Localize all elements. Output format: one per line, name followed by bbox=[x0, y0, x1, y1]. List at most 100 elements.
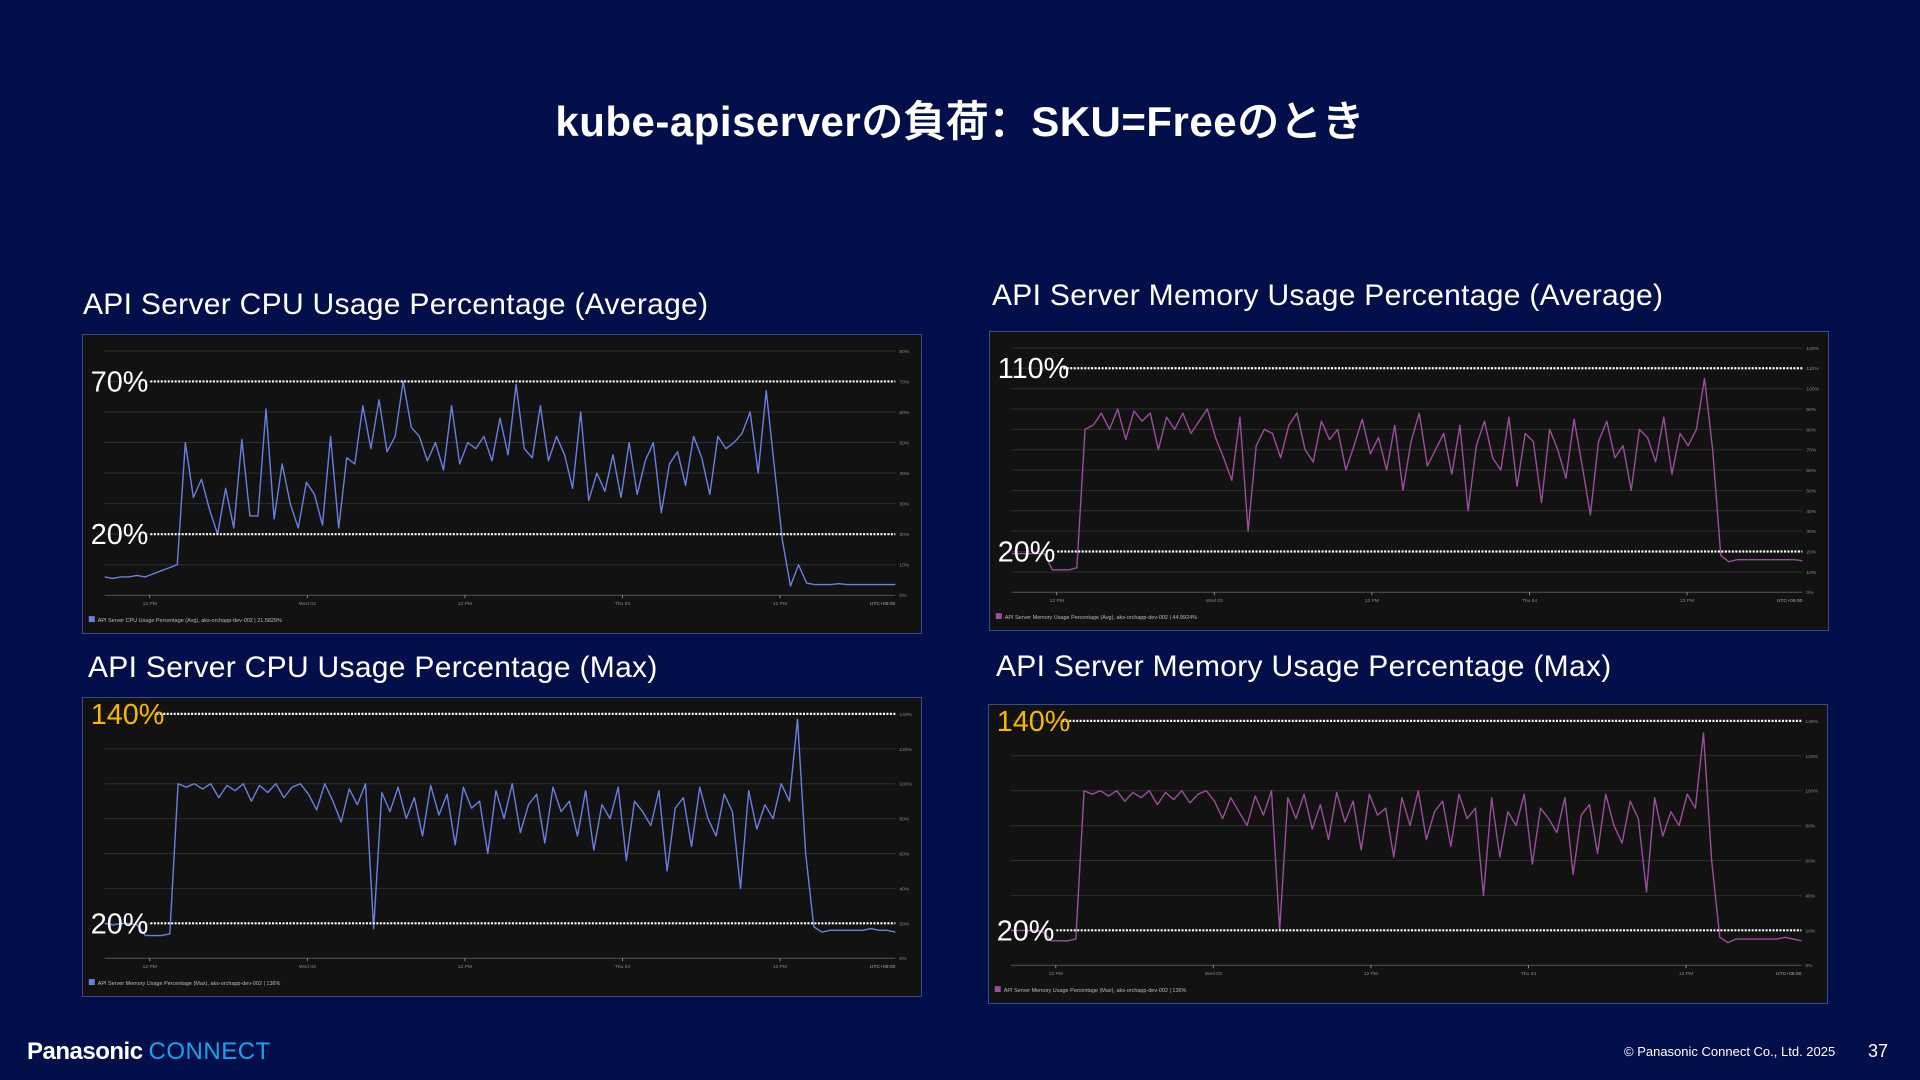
y-tick-label: 70% bbox=[1806, 448, 1817, 454]
y-tick-label: 20% bbox=[899, 921, 910, 927]
legend-label: API Server Memory Usage Percentage (Max)… bbox=[1004, 988, 1187, 994]
y-tick-label: 40% bbox=[1805, 893, 1816, 899]
y-tick-label: 100% bbox=[899, 782, 912, 788]
y-tick-label: 10% bbox=[1806, 570, 1817, 576]
y-tick-label: 80% bbox=[1806, 427, 1817, 433]
y-tick-label: 0% bbox=[1805, 963, 1813, 969]
y-tick-label: 0% bbox=[899, 956, 907, 962]
x-tick-label: Wed 03 bbox=[299, 964, 316, 970]
x-tick-label: 12 PM bbox=[1365, 598, 1379, 604]
y-tick-label: 20% bbox=[1806, 550, 1817, 556]
timezone-label: UTC+09:00 bbox=[1776, 971, 1802, 977]
y-tick-label: 60% bbox=[1805, 859, 1816, 865]
y-tick-label: 40% bbox=[1806, 509, 1817, 515]
threshold-label: 20% bbox=[997, 915, 1055, 947]
y-tick-label: 20% bbox=[1805, 928, 1816, 934]
y-tick-label: 140% bbox=[899, 712, 912, 718]
y-tick-label: 140% bbox=[1805, 719, 1818, 725]
x-tick-label: 12 PM bbox=[143, 601, 157, 607]
chart-mem-avg: 0% 10% 20% 30% 40% 50% 60% 70% 80% 90% 100% 110% 120… bbox=[989, 331, 1829, 631]
legend-label: API Server CPU Usage Percentage (Avg), a… bbox=[98, 618, 282, 624]
threshold-label: 20% bbox=[998, 536, 1056, 568]
y-tick-label: 80% bbox=[899, 817, 910, 823]
x-tick-label: Thu 04 bbox=[1521, 971, 1537, 977]
logo-brand: Panasonic bbox=[27, 1038, 143, 1065]
y-tick-label: 30% bbox=[1806, 529, 1817, 535]
chart-cpu-avg: 0% 10% 20% 30% 40% 50% 60% 70% 80% 12 PM Wed 03 12 … bbox=[82, 334, 922, 634]
legend-label: API Server Memory Usage Percentage (Max)… bbox=[98, 981, 281, 987]
y-tick-label: 120% bbox=[899, 747, 912, 753]
chart-cpu-max-svg: 0% 20% 40% 60% 80% 100% 120% 140% 12 PM Wed 03 12 … bbox=[88, 699, 913, 987]
x-tick-label: 12 PM bbox=[1364, 971, 1378, 977]
threshold-label: 140% bbox=[91, 699, 165, 731]
y-tick-label: 60% bbox=[899, 410, 910, 416]
x-tick-label: 12 PM bbox=[1049, 971, 1063, 977]
legend-swatch bbox=[88, 979, 95, 986]
threshold-label: 70% bbox=[91, 366, 149, 398]
x-tick-label: 12 PM bbox=[773, 601, 787, 607]
y-tick-label: 80% bbox=[1805, 824, 1816, 830]
y-tick-label: 120% bbox=[1806, 346, 1819, 352]
chart-cpu-avg-svg: 0% 10% 20% 30% 40% 50% 60% 70% 80% 12 PM Wed 03 12 … bbox=[88, 349, 910, 624]
y-tick-label: 0% bbox=[1806, 590, 1814, 596]
y-tick-label: 100% bbox=[1805, 789, 1818, 795]
x-tick-label: 12 PM bbox=[458, 964, 472, 970]
y-tick-label: 120% bbox=[1805, 754, 1818, 760]
series-line bbox=[104, 718, 896, 937]
legend-swatch bbox=[88, 616, 95, 623]
timezone-label: UTC+09:00 bbox=[1777, 598, 1803, 604]
y-tick-label: 30% bbox=[899, 502, 910, 508]
y-tick-label: 60% bbox=[1806, 468, 1817, 474]
chart-title-cpu-avg: API Server CPU Usage Percentage (Average… bbox=[83, 288, 709, 321]
y-tick-label: 90% bbox=[1806, 407, 1817, 413]
x-tick-label: 12 PM bbox=[1679, 971, 1693, 977]
legend-label: API Server Memory Usage Percentage (Avg)… bbox=[1005, 615, 1197, 621]
x-tick-label: 12 PM bbox=[1050, 598, 1064, 604]
y-tick-label: 80% bbox=[899, 349, 910, 355]
x-tick-label: Wed 03 bbox=[299, 601, 316, 607]
chart-cpu-max: 0% 20% 40% 60% 80% 100% 120% 140% 12 PM Wed 03 12 … bbox=[82, 697, 922, 997]
y-tick-label: 10% bbox=[899, 563, 910, 569]
slide-title: kube-apiserverの負荷：SKU=Freeのとき bbox=[555, 98, 1365, 145]
y-tick-label: 0% bbox=[899, 593, 907, 599]
page-number: 37 bbox=[1868, 1041, 1889, 1061]
y-tick-label: 20% bbox=[899, 532, 910, 538]
series-line bbox=[1011, 377, 1803, 571]
threshold-label: 140% bbox=[997, 706, 1071, 738]
timezone-label: UTC+09:00 bbox=[870, 964, 896, 970]
legend-swatch bbox=[994, 986, 1001, 993]
threshold-label: 20% bbox=[91, 908, 149, 940]
threshold-label: 110% bbox=[998, 353, 1070, 385]
panasonic-connect-logo: Panasonic CONNECT bbox=[27, 1038, 271, 1066]
y-tick-label: 70% bbox=[899, 379, 910, 385]
copyright: © Panasonic Connect Co., Ltd. 2025 bbox=[1624, 1044, 1836, 1059]
x-tick-label: Wed 03 bbox=[1205, 971, 1222, 977]
timezone-label: UTC+09:00 bbox=[870, 601, 896, 607]
y-tick-label: 50% bbox=[899, 441, 910, 447]
x-tick-label: Thu 04 bbox=[1522, 598, 1538, 604]
x-tick-label: 12 PM bbox=[458, 601, 472, 607]
chart-mem-avg-svg: 0% 10% 20% 30% 40% 50% 60% 70% 80% 90% 100% 110% 120… bbox=[995, 346, 1820, 621]
chart-title-mem-avg: API Server Memory Usage Percentage (Aver… bbox=[992, 279, 1664, 312]
series-line bbox=[1010, 732, 1802, 944]
chart-title-mem-max: API Server Memory Usage Percentage (Max) bbox=[996, 650, 1612, 683]
chart-mem-max-svg: 0% 20% 40% 60% 80% 100% 120% 140% 12 PM Wed 03 12 … bbox=[994, 706, 1819, 994]
logo-product: CONNECT bbox=[148, 1038, 271, 1065]
y-tick-label: 40% bbox=[899, 471, 910, 477]
x-tick-label: 12 PM bbox=[1680, 598, 1694, 604]
y-tick-label: 50% bbox=[1806, 488, 1817, 494]
x-tick-label: 12 PM bbox=[143, 964, 157, 970]
chart-title-cpu-max: API Server CPU Usage Percentage (Max) bbox=[88, 651, 658, 684]
y-tick-label: 100% bbox=[1806, 387, 1819, 393]
x-tick-label: 12 PM bbox=[773, 964, 787, 970]
threshold-label: 20% bbox=[91, 519, 149, 551]
legend-swatch bbox=[995, 613, 1002, 620]
x-tick-label: Wed 03 bbox=[1206, 598, 1223, 604]
y-tick-label: 110% bbox=[1806, 366, 1819, 372]
series-line bbox=[104, 380, 896, 587]
x-tick-label: Thu 04 bbox=[615, 601, 631, 607]
x-tick-label: Thu 04 bbox=[615, 964, 631, 970]
y-tick-label: 60% bbox=[899, 852, 910, 858]
chart-mem-max: 0% 20% 40% 60% 80% 100% 120% 140% 12 PM Wed 03 12 … bbox=[988, 704, 1828, 1004]
y-tick-label: 40% bbox=[899, 886, 910, 892]
